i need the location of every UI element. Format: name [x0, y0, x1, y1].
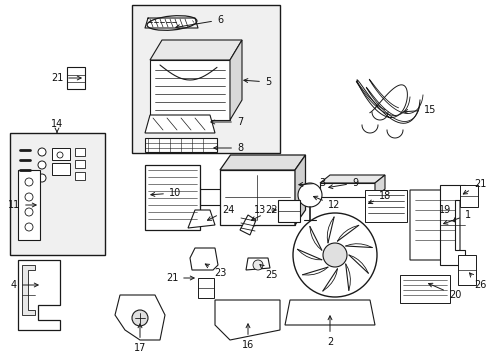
- Circle shape: [25, 223, 33, 231]
- Polygon shape: [190, 248, 218, 270]
- Text: 26: 26: [468, 273, 485, 290]
- Text: 21: 21: [51, 73, 81, 83]
- Bar: [399, 275, 449, 303]
- Circle shape: [25, 193, 33, 201]
- Text: 23: 23: [205, 264, 226, 278]
- Text: 1: 1: [443, 210, 470, 224]
- Text: 9: 9: [328, 178, 357, 189]
- Text: 13: 13: [253, 205, 276, 215]
- Bar: [75, 160, 85, 168]
- Text: 15: 15: [403, 105, 435, 115]
- Polygon shape: [220, 155, 305, 170]
- Text: 24: 24: [207, 205, 234, 220]
- Bar: [457, 255, 475, 285]
- Polygon shape: [187, 210, 215, 228]
- Text: 17: 17: [134, 324, 146, 353]
- Text: 11: 11: [8, 200, 36, 210]
- Circle shape: [25, 178, 33, 186]
- Text: 21: 21: [165, 273, 194, 283]
- Bar: [145, 138, 217, 152]
- Text: 20: 20: [427, 283, 460, 300]
- Bar: [278, 200, 299, 222]
- Text: 22: 22: [251, 205, 278, 220]
- Circle shape: [38, 148, 46, 156]
- Polygon shape: [240, 215, 256, 235]
- Bar: [132, 5, 280, 153]
- Circle shape: [292, 213, 376, 297]
- Polygon shape: [294, 155, 305, 225]
- Bar: [67, 67, 85, 89]
- Polygon shape: [145, 115, 215, 133]
- Circle shape: [38, 161, 46, 169]
- Text: 6: 6: [176, 15, 223, 29]
- Bar: [75, 172, 85, 180]
- Text: 5: 5: [244, 77, 270, 87]
- Text: 14: 14: [51, 119, 63, 132]
- Polygon shape: [319, 175, 384, 183]
- Polygon shape: [150, 40, 242, 60]
- Bar: [75, 148, 85, 156]
- Text: 4: 4: [11, 280, 38, 290]
- Bar: [364, 190, 406, 222]
- Text: 12: 12: [313, 196, 340, 210]
- Circle shape: [25, 208, 33, 216]
- Text: 3: 3: [298, 178, 325, 188]
- Polygon shape: [22, 265, 35, 315]
- Text: 2: 2: [326, 316, 332, 347]
- Circle shape: [297, 183, 321, 207]
- Bar: [459, 185, 477, 207]
- Polygon shape: [18, 260, 60, 330]
- Text: 7: 7: [210, 117, 243, 127]
- Text: 10: 10: [150, 188, 181, 198]
- Polygon shape: [439, 185, 464, 265]
- Bar: [145, 165, 200, 230]
- Bar: [52, 163, 70, 175]
- Polygon shape: [319, 183, 374, 197]
- Bar: [18, 170, 40, 240]
- Text: 25: 25: [260, 265, 278, 280]
- Circle shape: [323, 243, 346, 267]
- Polygon shape: [220, 170, 294, 225]
- Text: 8: 8: [213, 143, 243, 153]
- Text: 19: 19: [438, 205, 454, 222]
- Circle shape: [252, 260, 263, 270]
- Polygon shape: [374, 175, 384, 197]
- Circle shape: [38, 174, 46, 182]
- Polygon shape: [245, 258, 269, 270]
- Text: 18: 18: [368, 191, 390, 204]
- Bar: [52, 148, 70, 160]
- Circle shape: [57, 152, 63, 158]
- Polygon shape: [150, 60, 229, 120]
- Ellipse shape: [147, 16, 197, 30]
- Polygon shape: [229, 40, 242, 120]
- Polygon shape: [215, 300, 280, 340]
- Circle shape: [132, 310, 148, 326]
- Polygon shape: [115, 295, 164, 340]
- Text: 16: 16: [242, 324, 254, 350]
- Text: 21: 21: [462, 179, 485, 194]
- Bar: [198, 278, 214, 298]
- Bar: [10, 133, 105, 255]
- Polygon shape: [285, 300, 374, 325]
- Polygon shape: [409, 190, 459, 260]
